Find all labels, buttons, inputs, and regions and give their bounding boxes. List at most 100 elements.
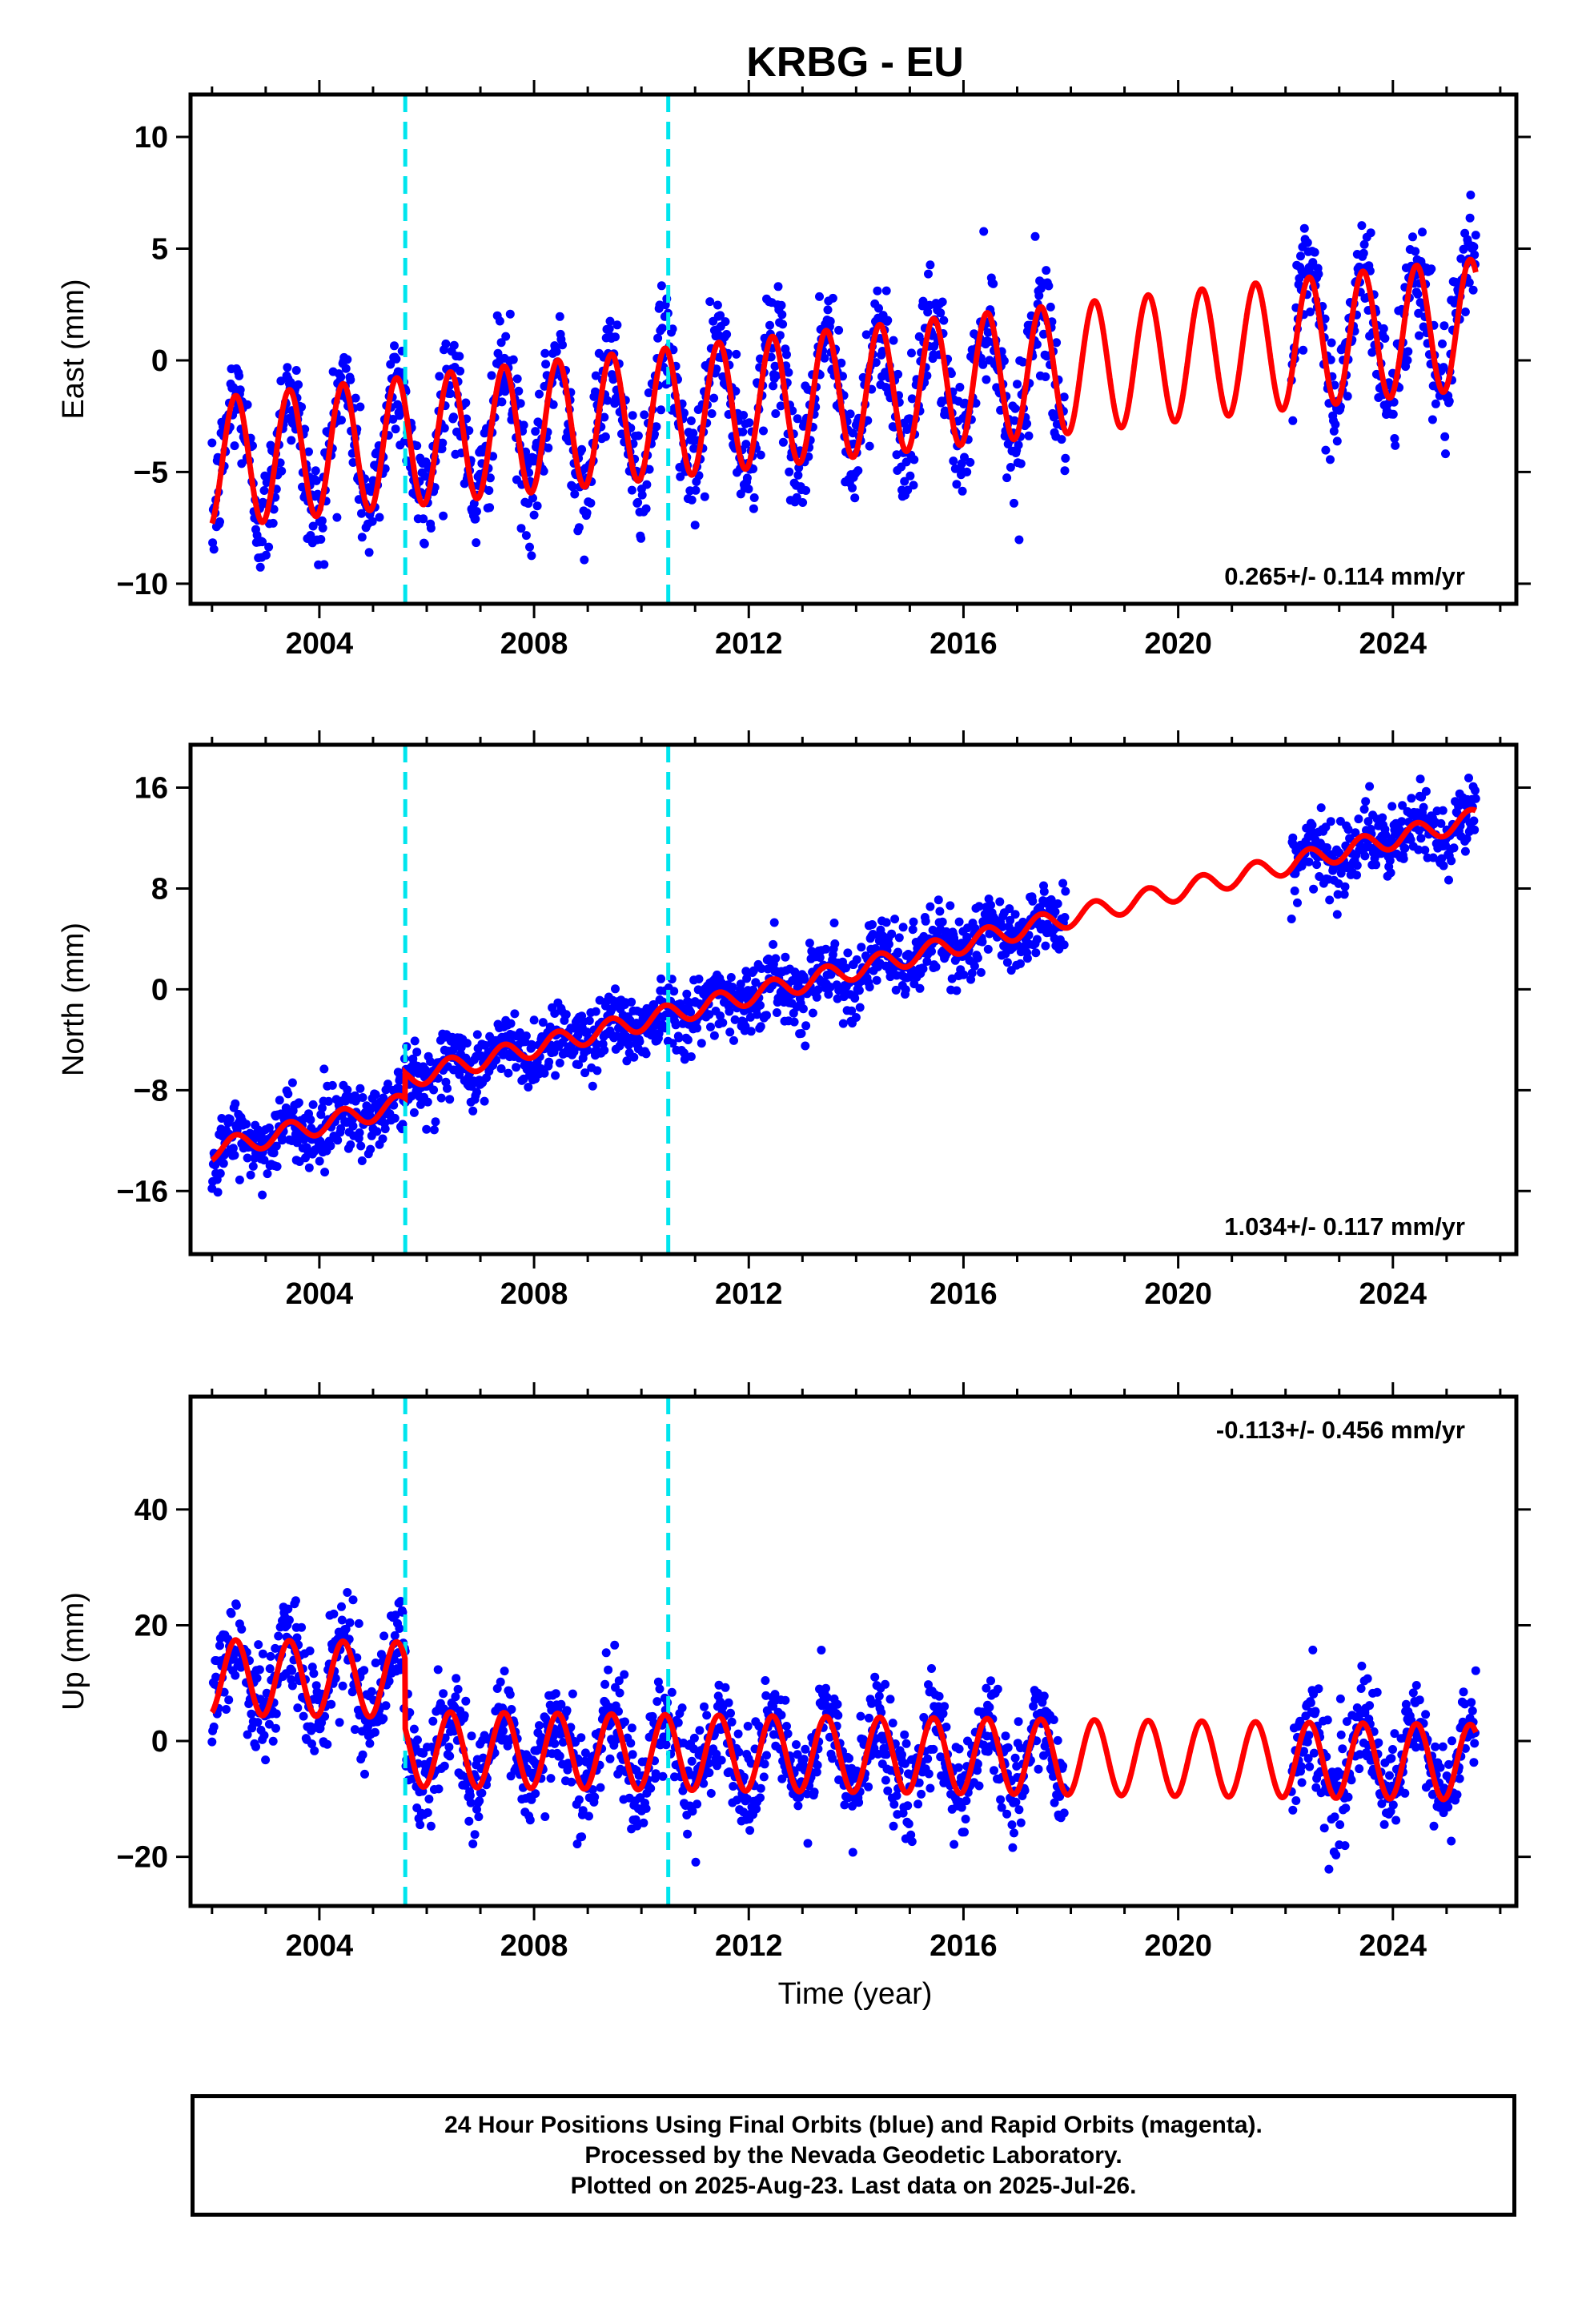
data-point [261,550,271,560]
data-point [311,476,321,485]
data-point [1335,1694,1345,1703]
data-point [851,1013,861,1022]
data-point [445,1095,455,1104]
data-point [500,1667,509,1676]
data-point [276,376,286,386]
data-point [1439,861,1448,870]
data-point [739,411,749,420]
data-point [901,457,911,467]
data-point [379,1093,388,1103]
data-point [1305,1762,1315,1771]
data-point [215,517,224,526]
data-point [1365,1701,1375,1711]
data-point [954,1763,963,1772]
data-point [721,1683,730,1692]
data-point [258,537,267,547]
data-point [207,1737,217,1747]
data-point [291,1596,300,1606]
data-point [455,1070,464,1080]
data-point [1469,242,1479,251]
data-point [749,985,758,995]
data-point [656,281,666,291]
data-point [455,352,464,361]
data-point [1316,803,1326,813]
data-point [1359,239,1369,249]
data-point [386,360,396,369]
data-point [332,513,342,522]
data-point [546,1774,556,1783]
data-point [310,1746,319,1755]
data-point [294,1098,303,1108]
data-point [416,1820,425,1830]
y-tick-label: 0 [151,344,168,378]
data-point [838,372,847,381]
data-point [709,1031,719,1040]
x-tick-label: 2008 [500,1277,568,1311]
data-point [908,925,917,935]
x-tick-label: 2024 [1359,627,1427,661]
data-point [961,1815,970,1823]
data-point [283,363,292,372]
data-point [959,970,969,979]
data-point [812,992,821,1002]
data-point [658,1771,668,1781]
north-y-axis-label: North (mm) [57,923,90,1076]
data-point [852,955,861,964]
data-point [1022,954,1032,963]
data-point [439,511,448,521]
data-point [348,458,358,467]
data-point [297,1622,307,1632]
north-frame [188,742,1519,1256]
data-point [540,1812,550,1821]
data-point [1031,948,1041,958]
data-point [726,1708,735,1718]
data-point [705,297,715,307]
data-point [1365,782,1375,791]
data-point [429,1125,439,1135]
data-point [848,1848,857,1857]
data-point [1420,846,1430,855]
data-point [1415,774,1425,784]
data-point [320,1711,330,1721]
data-point [469,499,479,509]
data-point [1387,1754,1396,1763]
data-point [689,428,698,438]
data-point [637,490,647,500]
data-point [946,369,956,378]
data-point [990,1766,998,1775]
data-point [950,1839,959,1849]
data-point [235,1175,244,1184]
data-point [529,510,539,520]
data-point [924,269,933,279]
data-point [949,456,958,466]
data-point [323,1739,332,1749]
data-point [864,1782,873,1791]
data-point [283,1089,293,1099]
data-point [208,538,218,548]
data-point [817,1646,826,1655]
data-point [903,1801,913,1811]
data-point [694,975,704,983]
data-point [756,1000,765,1010]
data-point [375,513,384,522]
data-point [1397,817,1407,826]
data-point [716,311,725,320]
data-point [586,498,596,508]
data-point [1336,1730,1346,1739]
data-point [909,917,918,927]
data-point [449,412,458,422]
data-point [318,523,327,533]
data-point [924,1769,934,1779]
data-point [641,1049,651,1059]
data-point [1325,895,1335,905]
data-point [687,1756,697,1766]
data-point [983,328,993,337]
data-point [500,387,510,396]
data-point [514,386,524,396]
data-point [286,378,295,387]
data-point [211,1672,221,1682]
data-point [268,518,278,528]
data-point [690,521,700,530]
data-point [1428,853,1438,862]
